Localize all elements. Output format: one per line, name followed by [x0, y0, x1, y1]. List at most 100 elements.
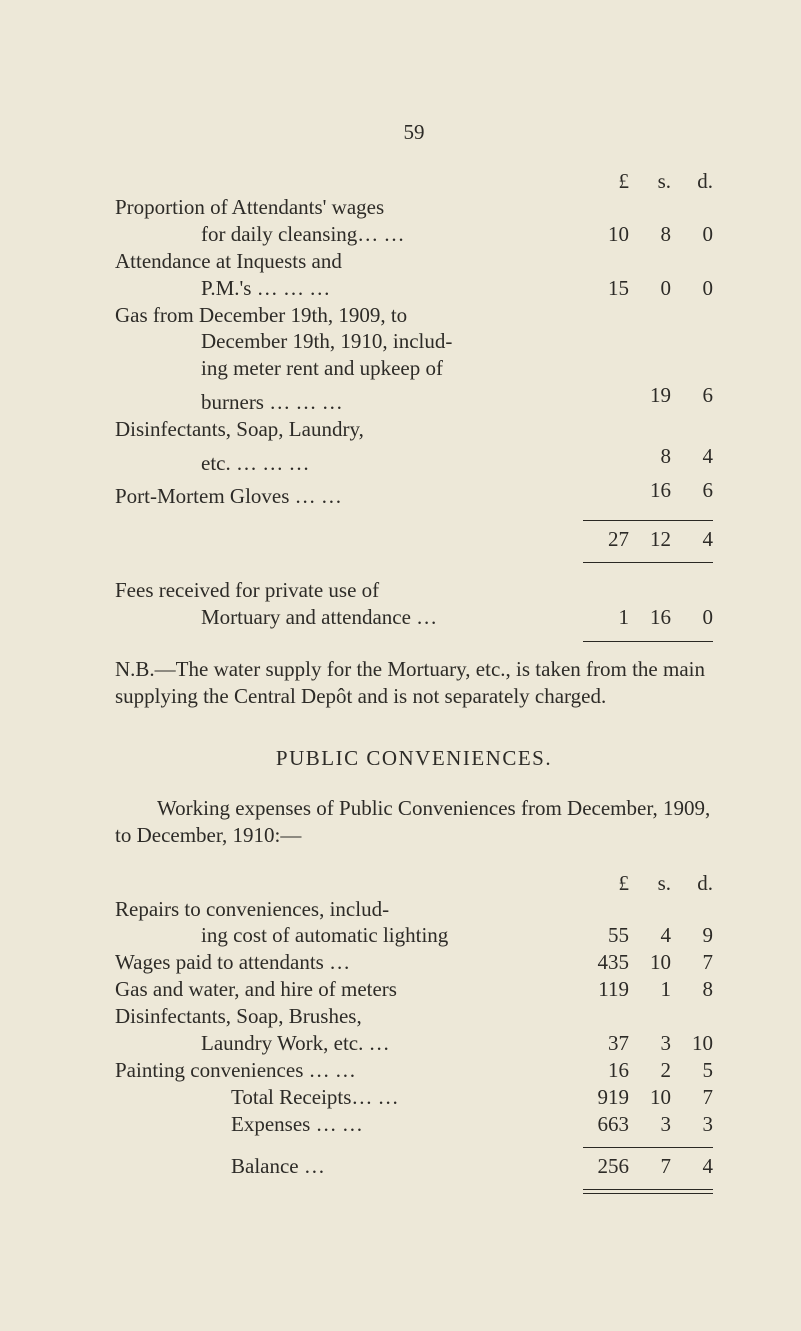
amount-group: 37310 — [583, 1030, 713, 1057]
col-shillings: s. — [629, 169, 671, 194]
ledger-line: Repairs to conveniences, includ- — [115, 896, 713, 923]
ledger-label: Gas from December 19th, 1909, to — [115, 302, 583, 329]
ledger-line: Wages paid to attendants …435107 — [115, 949, 713, 976]
amount-group: 166 — [583, 477, 713, 504]
ledger-label: Proportion of Attendants' wages — [115, 194, 583, 221]
ledger-label: Repairs to conveniences, includ- — [115, 896, 583, 923]
ledger-line: Expenses … …66333 — [115, 1111, 713, 1138]
fees-label-1: Fees received for private use of — [115, 577, 583, 604]
amount-pounds — [587, 477, 629, 504]
amount-pence: 7 — [671, 949, 713, 976]
balance-label: Balance … — [115, 1154, 583, 1179]
ledger-line: Total Receipts… …919107 — [115, 1084, 713, 1111]
ledger-line: ing meter rent and upkeep of — [115, 355, 713, 382]
ledger-label: Attendance at Inquests and — [115, 248, 583, 275]
amount-pence: 5 — [671, 1057, 713, 1084]
ledger-label: Laundry Work, etc. … — [115, 1030, 583, 1057]
total-s: 12 — [629, 527, 671, 552]
amount-pence: 9 — [671, 922, 713, 949]
amount-shillings: 3 — [629, 1030, 671, 1057]
ledger-line: Laundry Work, etc. …37310 — [115, 1030, 713, 1057]
balance-s: 7 — [629, 1154, 671, 1179]
subtotal-rule — [583, 520, 713, 527]
amount-group: 1080 — [583, 221, 713, 248]
fees-d: 0 — [671, 604, 713, 631]
ledger-line: Gas and water, and hire of meters11918 — [115, 976, 713, 1003]
ledger-label: ing cost of automatic lighting — [115, 922, 583, 949]
ledger-line: Disinfectants, Soap, Laundry, — [115, 416, 713, 443]
ledger-label: etc. … … … — [115, 450, 583, 477]
fees-label-2: Mortuary and attendance … — [115, 604, 583, 631]
amount-pounds: 435 — [587, 949, 629, 976]
amount-pounds: 663 — [587, 1111, 629, 1138]
balance-row: Balance … 256 7 4 — [115, 1154, 713, 1179]
amount-pence: 0 — [671, 275, 713, 302]
col-pence: d. — [671, 169, 713, 194]
col2-pounds: £ — [587, 871, 629, 896]
amount-group: 196 — [583, 382, 713, 409]
balance-top-rule — [583, 1147, 713, 1154]
section1-total-row: 27 12 4 — [115, 527, 713, 552]
fees-l: 1 — [587, 604, 629, 631]
amount-group: 1500 — [583, 275, 713, 302]
ledger-label: Gas and water, and hire of meters — [115, 976, 583, 1003]
amount-shillings: 4 — [629, 922, 671, 949]
ledger-label: for daily cleansing… … — [115, 221, 583, 248]
ledger-line: for daily cleansing… …1080 — [115, 221, 713, 248]
ledger-line: Painting conveniences … …1625 — [115, 1057, 713, 1084]
amount-shillings: 0 — [629, 275, 671, 302]
section2-intro: Working expenses of Public Conveniences … — [115, 795, 713, 849]
col-pounds: £ — [587, 169, 629, 194]
amount-group: 919107 — [583, 1084, 713, 1111]
amount-shillings: 3 — [629, 1111, 671, 1138]
balance-bottom-rule — [583, 1189, 713, 1194]
ledger-label: Disinfectants, Soap, Laundry, — [115, 416, 583, 443]
amount-pence: 3 — [671, 1111, 713, 1138]
balance-l: 256 — [587, 1154, 629, 1179]
balance-d: 4 — [671, 1154, 713, 1179]
ledger-label: Total Receipts… … — [115, 1084, 583, 1111]
amount-pence: 7 — [671, 1084, 713, 1111]
amount-shillings: 8 — [629, 443, 671, 470]
amount-group: 84 — [583, 443, 713, 470]
amount-group: 11918 — [583, 976, 713, 1003]
amount-shillings: 19 — [629, 382, 671, 409]
amount-shillings: 2 — [629, 1057, 671, 1084]
ledger-line: Attendance at Inquests and — [115, 248, 713, 275]
amount-shillings: 16 — [629, 477, 671, 504]
amount-pence: 8 — [671, 976, 713, 1003]
ledger-label: ing meter rent and upkeep of — [115, 355, 583, 382]
amount-pounds: 16 — [587, 1057, 629, 1084]
page-number: 59 — [115, 120, 713, 145]
amount-group: 66333 — [583, 1111, 713, 1138]
amount-shillings: 8 — [629, 221, 671, 248]
amount-pounds — [587, 443, 629, 470]
fees-line-2: Mortuary and attendance … 1 16 0 — [115, 604, 713, 631]
amount-pence: 6 — [671, 382, 713, 409]
ledger-line: etc. … … …84 — [115, 443, 713, 477]
ledger-label: Painting conveniences … … — [115, 1057, 583, 1084]
amount-shillings: 1 — [629, 976, 671, 1003]
section2-heading: PUBLIC CONVENIENCES. — [115, 746, 713, 771]
ledger-line: Gas from December 19th, 1909, to — [115, 302, 713, 329]
section2-items: Repairs to conveniences, includ-ing cost… — [115, 896, 713, 1138]
ledger-label: Port-Mortem Gloves … … — [115, 483, 583, 510]
amount-pounds — [587, 382, 629, 409]
ledger-line: December 19th, 1910, includ- — [115, 328, 713, 355]
page: 59 £ s. d. Proportion of Attendants' wag… — [0, 0, 801, 1331]
note-paragraph: N.B.—The water supply for the Mortuary, … — [115, 656, 713, 710]
amount-group: 5549 — [583, 922, 713, 949]
ledger-line: ing cost of automatic lighting5549 — [115, 922, 713, 949]
amount-group: 435107 — [583, 949, 713, 976]
ledger-line: burners … … …196 — [115, 382, 713, 416]
ledger-line: Port-Mortem Gloves … …166 — [115, 477, 713, 511]
ledger-label: burners … … … — [115, 389, 583, 416]
currency-header-row: £ s. d. — [115, 169, 713, 194]
ledger-label: P.M.'s … … … — [115, 275, 583, 302]
amount-pence: 6 — [671, 477, 713, 504]
ledger-line: Disinfectants, Soap, Brushes, — [115, 1003, 713, 1030]
amount-pounds: 119 — [587, 976, 629, 1003]
fees-s: 16 — [629, 604, 671, 631]
section2-currency-header-row: £ s. d. — [115, 871, 713, 896]
amount-group: 1625 — [583, 1057, 713, 1084]
